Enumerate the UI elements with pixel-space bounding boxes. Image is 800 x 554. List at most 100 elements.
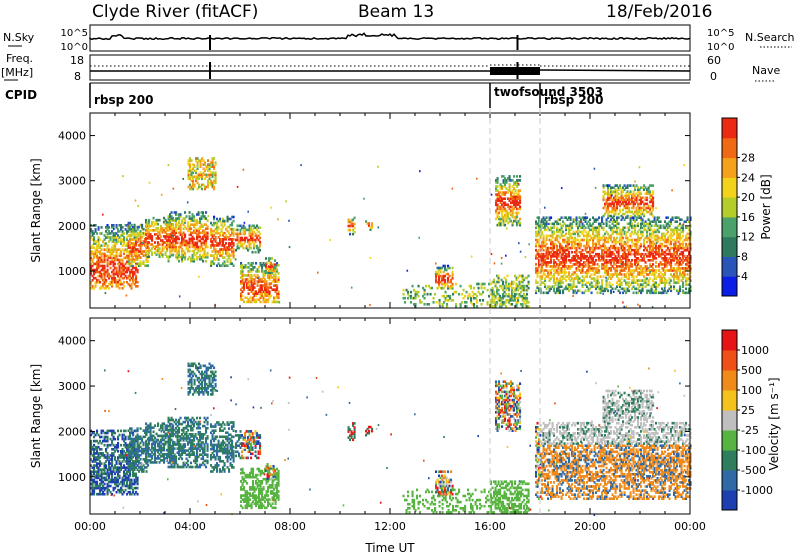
power-cell-3762 [620, 246, 623, 250]
power-cell-2331 [505, 209, 508, 213]
power-cell-3242 [578, 230, 581, 234]
power-cell-597 [139, 264, 142, 267]
power-cell-2763 [542, 273, 545, 276]
power-cell-2762 [542, 281, 545, 284]
power-cell-1692 [241, 274, 244, 277]
power-cell-2368 [510, 193, 513, 196]
power-cell-1330 [225, 252, 228, 255]
power-cell-3081 [566, 265, 569, 268]
power-cell-3310 [584, 246, 587, 250]
power-cell-1374 [229, 227, 232, 231]
power-cell-1057 [191, 257, 194, 261]
power-cell-4175 [653, 275, 656, 278]
power-cell-293 [115, 252, 118, 256]
power-cell-3966 [637, 273, 640, 276]
power-cell-4590 [686, 277, 689, 280]
power-cell-2916 [554, 291, 557, 295]
power-cell-1419 [238, 240, 241, 244]
power-cell-2793 [544, 255, 547, 258]
power-cell-1451 [245, 244, 248, 248]
power-cell-3499 [599, 275, 602, 278]
power-cell-2649 [527, 305, 530, 308]
power-cell-3867 [628, 222, 631, 226]
power-cell-4366 [668, 252, 671, 256]
power-cell-1197 [206, 255, 209, 259]
power-cell-1368 [229, 254, 232, 257]
power-cell-3484 [598, 240, 601, 244]
power-cell-441 [130, 285, 133, 288]
power-cell-1353 [228, 256, 231, 259]
power-cell-2919 [554, 271, 557, 274]
power-cell-2681 [536, 267, 539, 270]
power-cell-2934 [556, 277, 559, 280]
power-cell-2124 [474, 296, 477, 300]
power-cell-1234 [213, 254, 216, 257]
power-cell-1635 [208, 163, 211, 166]
power-cell-2984 [559, 267, 562, 270]
power-cell-807 [166, 235, 169, 238]
power-cell-3692 [616, 281, 619, 284]
power-cell-1907 [273, 284, 276, 287]
power-cell-27 [91, 252, 94, 256]
power-cell-1460 [248, 242, 251, 246]
power-cell-563 [133, 223, 136, 227]
power-cell-143 [102, 240, 105, 243]
power-cell-2788 [544, 273, 547, 276]
power-cell-4432 [673, 228, 676, 232]
power-cell-2523 [502, 280, 505, 284]
power-cell-824 [169, 255, 172, 258]
power-cell-3626 [610, 261, 613, 264]
power-cell-459 [132, 274, 135, 278]
power-cell-4038 [641, 218, 644, 221]
power-cell-1637 [210, 181, 213, 185]
power-cell-588 [138, 262, 141, 265]
power-cell-2185 [442, 278, 445, 282]
power-cell-4555 [682, 226, 685, 230]
power-cell-3004 [560, 263, 563, 266]
power-cell-552 [132, 227, 135, 231]
power-cell-4331 [665, 261, 668, 264]
power-cell-2990 [559, 244, 562, 248]
power-cell-4486 [677, 255, 680, 258]
power-cell-548 [132, 248, 135, 251]
power-cell-313 [117, 238, 120, 241]
power-cell-2851 [548, 234, 551, 238]
power-cell-3741 [619, 261, 622, 264]
power-cell-2314 [504, 209, 507, 213]
power-cell-1839 [264, 300, 267, 304]
power-cell-4816 [629, 198, 632, 202]
power-cell-1129 [199, 253, 202, 257]
power-cell-1862 [265, 282, 268, 285]
power-cell-4044 [643, 259, 646, 262]
power-cell-4526 [680, 246, 683, 250]
power-cell-1474 [250, 232, 253, 236]
power-cell-3732 [619, 291, 622, 295]
power-cell-745 [157, 243, 160, 246]
power-cell-2422 [516, 199, 519, 202]
power-cell-3621 [610, 277, 613, 280]
power-cell-936 [176, 253, 179, 257]
power-cell-1972 [271, 269, 274, 272]
power-cell-1011 [184, 225, 187, 228]
power-cell-1162 [202, 229, 205, 233]
power-cell-377 [123, 266, 126, 270]
power-cell-361 [121, 262, 124, 266]
power-cell-44 [93, 246, 96, 249]
power-cell-1039 [188, 233, 191, 237]
power-cell-3677 [614, 269, 617, 272]
power-cell-2063 [438, 299, 441, 302]
power-cell-3688 [614, 230, 617, 234]
power-cell-4409 [671, 228, 674, 232]
power-cell-2466 [491, 292, 494, 296]
power-cell-3628 [610, 255, 613, 258]
power-cell-67 [96, 280, 99, 284]
power-cell-1681 [240, 266, 243, 269]
power-cell-2840 [548, 285, 551, 288]
power-cell-2671 [535, 230, 538, 234]
power-cell-2724 [539, 267, 542, 270]
power-cell-2224 [495, 217, 498, 221]
power-cell-4098 [647, 244, 650, 248]
power-cell-3982 [637, 216, 640, 219]
power-cell-1884 [268, 276, 271, 279]
power-cell-1629 [208, 177, 211, 181]
